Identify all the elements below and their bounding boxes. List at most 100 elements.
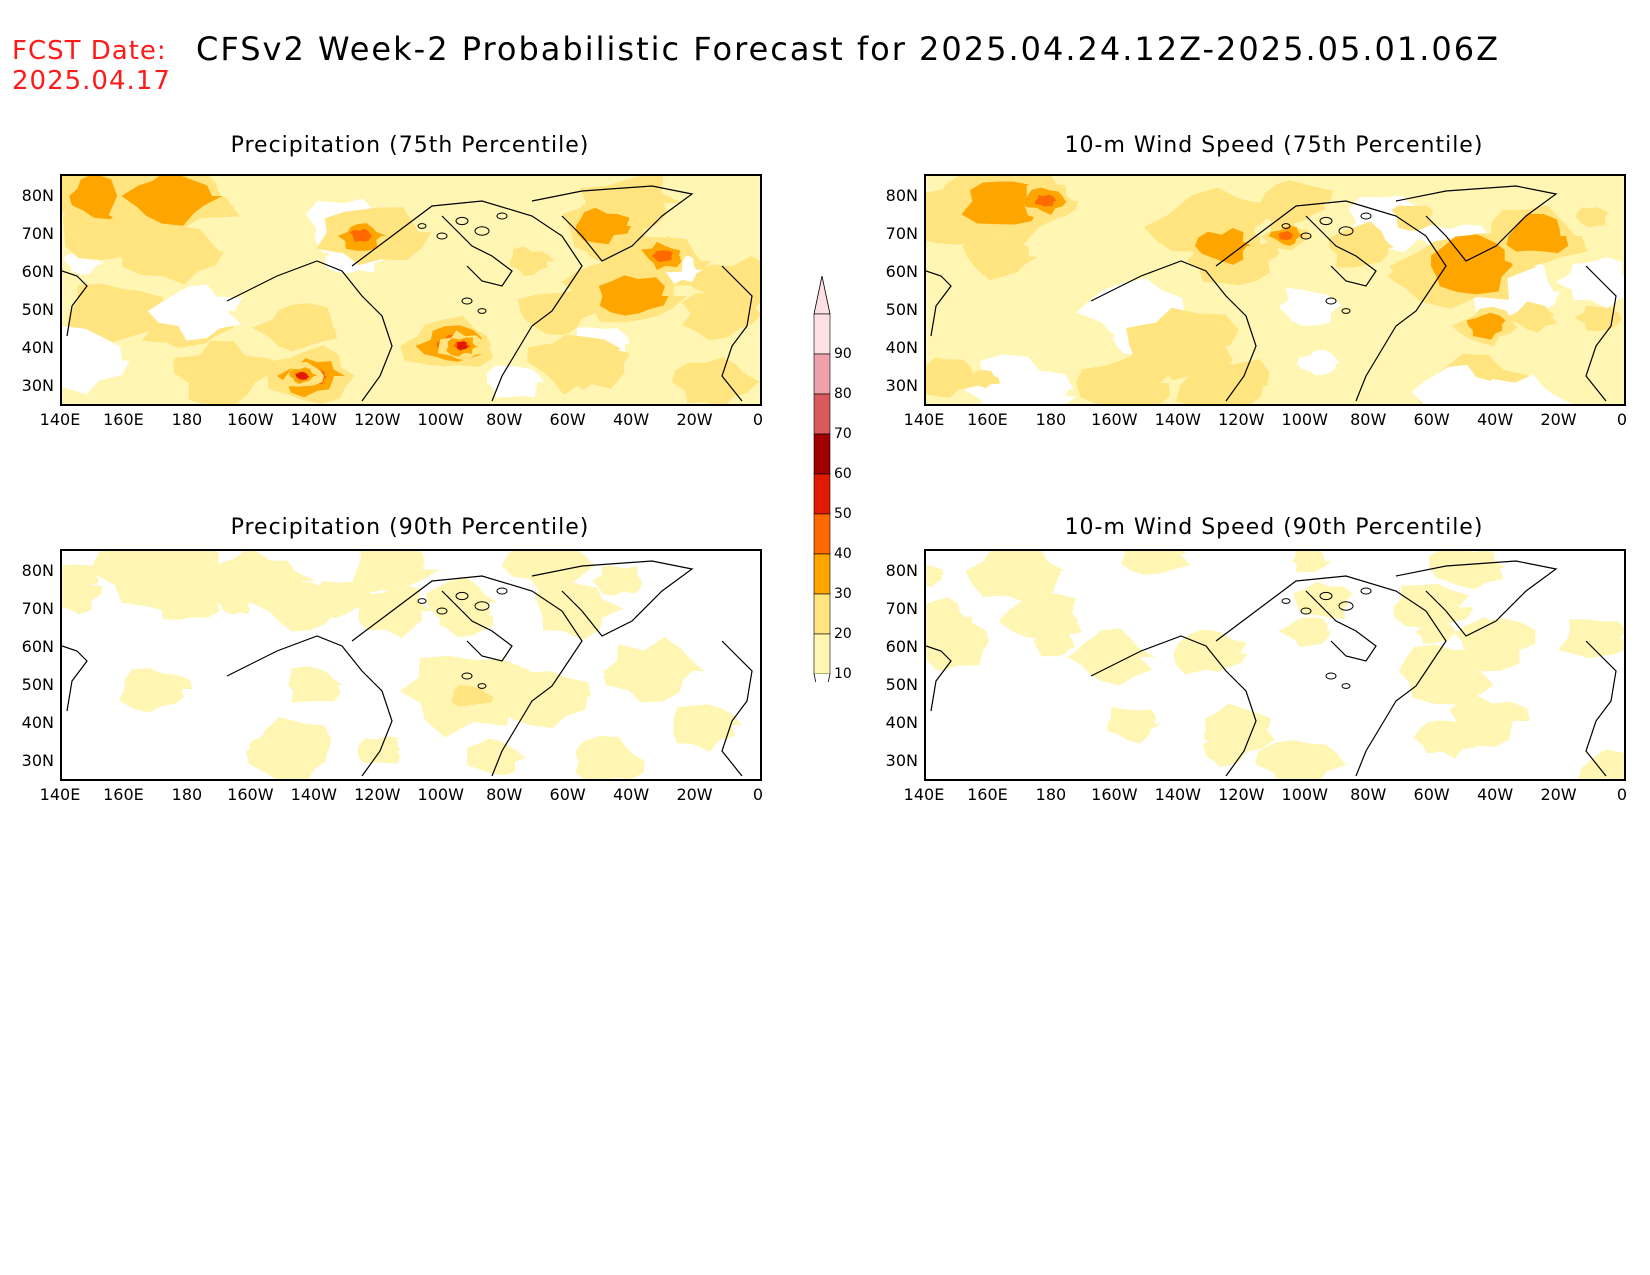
lake-outline — [417, 598, 427, 604]
lake-outline — [477, 308, 487, 314]
lon-tick-label: 20W — [1540, 410, 1577, 429]
probability-contour — [295, 371, 310, 380]
lat-tick-label: 60N — [885, 637, 918, 656]
lon-tick-label: 80W — [486, 410, 523, 429]
lake-outline — [436, 232, 448, 240]
probability-contour — [987, 369, 1077, 404]
probability-contour — [575, 207, 632, 245]
lon-tick-label: 120W — [1218, 785, 1265, 804]
lon-tick-label: 120W — [354, 785, 401, 804]
lake-outline — [455, 591, 469, 601]
coastline — [226, 635, 393, 777]
forecast-date-block: FCST Date: 2025.04.17 — [12, 36, 171, 96]
lat-tick-label: 40N — [21, 338, 54, 357]
colorbar-segment — [813, 353, 831, 395]
probability-contour — [1120, 551, 1191, 575]
coastline — [926, 270, 952, 337]
coastline — [1585, 640, 1617, 777]
probability-contour — [487, 365, 544, 398]
probability-contour — [592, 566, 642, 596]
probability-contour — [357, 736, 401, 764]
coastline — [1215, 575, 1447, 777]
colorbar-level-label: 60 — [834, 466, 852, 482]
probability-contour — [1463, 616, 1520, 649]
lon-tick-label: 160E — [103, 785, 144, 804]
probability-contour — [1449, 695, 1530, 747]
probability-contour — [527, 334, 622, 395]
probability-contour — [962, 236, 1038, 281]
colorbar-level-label: 50 — [834, 506, 852, 522]
colorbar-level-label: 80 — [834, 386, 852, 402]
lon-tick-label: 140W — [290, 410, 337, 429]
lon-tick-label: 40W — [1476, 410, 1514, 429]
map-precip-75 — [60, 174, 762, 406]
colorbar — [813, 275, 831, 682]
coastline — [62, 645, 88, 712]
lat-tick-label: 80N — [21, 186, 54, 205]
map-svg — [62, 551, 760, 779]
coastline — [1090, 260, 1257, 402]
probability-contour — [1107, 706, 1162, 744]
lake-outline — [1360, 587, 1372, 595]
lon-tick-label: 0 — [1616, 785, 1628, 804]
page-title: CFSv2 Week-2 Probabilistic Forecast for … — [196, 30, 1501, 68]
map-wind-75 — [924, 174, 1626, 406]
coastline — [351, 200, 583, 402]
probability-contour — [673, 704, 742, 752]
lake-outline — [1341, 683, 1351, 689]
lake-outline — [417, 223, 427, 229]
lon-tick-label: 20W — [676, 410, 713, 429]
probability-contour — [1506, 213, 1569, 254]
lake-outline — [1281, 598, 1291, 604]
lat-tick-label: 30N — [885, 376, 918, 395]
lon-tick-label: 40W — [612, 410, 650, 429]
lat-tick-label: 30N — [21, 751, 54, 770]
probability-contour — [211, 551, 316, 614]
lake-outline — [474, 226, 490, 236]
map-svg — [926, 176, 1624, 404]
panel-title-precip-90: Precipitation (90th Percentile) — [230, 515, 590, 540]
colorbar-segment — [813, 313, 831, 355]
probability-contour — [1260, 180, 1334, 225]
lat-tick-label: 50N — [21, 675, 54, 694]
lon-tick-label: 140W — [1154, 785, 1201, 804]
probability-contour — [1578, 749, 1624, 779]
lon-tick-label: 100W — [417, 785, 464, 804]
forecast-date-value: 2025.04.17 — [12, 66, 171, 96]
lat-tick-label: 60N — [885, 262, 918, 281]
probability-contour — [1278, 617, 1331, 648]
probability-contour — [314, 580, 376, 619]
lake-outline — [1338, 226, 1354, 236]
probability-contour — [1555, 257, 1624, 309]
probability-contour — [62, 577, 103, 615]
colorbar-segment — [813, 553, 831, 595]
lon-tick-label: 140W — [290, 785, 337, 804]
probability-contour — [1393, 583, 1475, 628]
probability-contour — [1035, 194, 1057, 207]
lon-tick-label: 100W — [1281, 410, 1328, 429]
lat-tick-label: 70N — [885, 224, 918, 243]
lon-tick-label: 160W — [227, 785, 274, 804]
lat-tick-label: 80N — [885, 186, 918, 205]
lon-tick-label: 180 — [1035, 785, 1067, 804]
probability-contour — [1509, 301, 1558, 333]
probability-contour — [251, 303, 337, 352]
map-precip-90 — [60, 549, 762, 781]
probability-contour — [1255, 740, 1349, 779]
lake-outline — [1319, 591, 1333, 601]
coastline — [1305, 590, 1377, 662]
lon-tick-label: 0 — [752, 785, 764, 804]
probability-contour — [1430, 234, 1513, 295]
coastline — [351, 575, 583, 777]
colorbar-top-extension — [813, 275, 831, 315]
colorbar-segment — [813, 513, 831, 555]
probability-contour — [1466, 312, 1506, 340]
lon-tick-label: 100W — [1281, 785, 1328, 804]
lat-tick-label: 40N — [21, 713, 54, 732]
lake-outline — [1338, 601, 1354, 611]
probability-contour — [1102, 369, 1155, 404]
lon-tick-label: 140E — [39, 410, 81, 429]
lon-tick-label: 20W — [1540, 785, 1577, 804]
probability-contour — [671, 357, 760, 404]
colorbar-segment — [813, 393, 831, 435]
